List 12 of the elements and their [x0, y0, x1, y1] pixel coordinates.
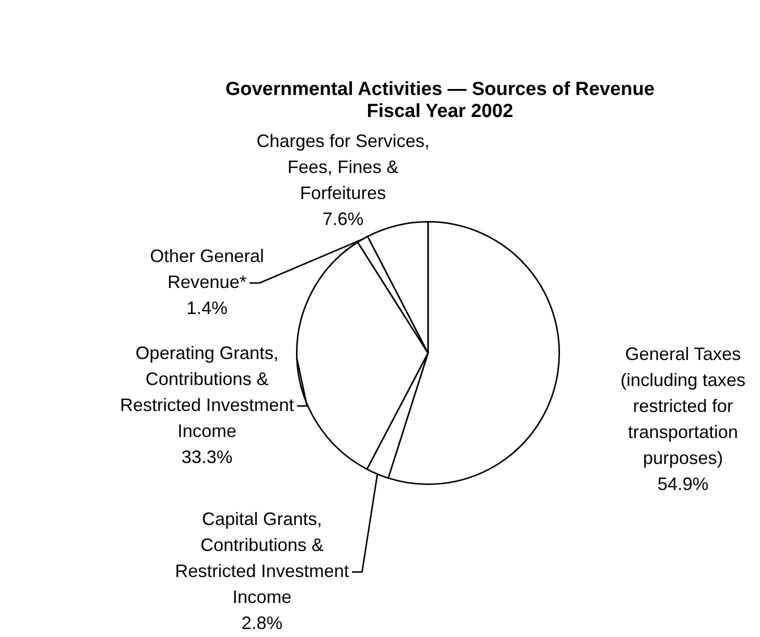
slice-label: Other General Revenue*	[150, 246, 264, 292]
data-label: 7.6%	[322, 208, 364, 229]
slice-label: Operating Grants, Contributions & Restricted Investment Income	[120, 342, 294, 441]
chart-subtitle: Fiscal Year 2002	[366, 101, 514, 123]
slice-label: General Taxes (including taxes restricted for transportation purposes)	[620, 344, 746, 468]
data-label: 1.4%	[186, 298, 228, 318]
data-label: 2.8%	[241, 612, 283, 633]
slice-label: Capital Grants, Contributions & Restricted Investment Income	[174, 508, 350, 607]
chart-title: Governmental Activities — Sources of Revenue	[224, 79, 656, 101]
data-label: 54.9%	[657, 474, 709, 494]
data-label: 33.3%	[181, 446, 233, 467]
slice-label: Charges for Services, Fees, Fines & Forfeitures	[256, 130, 430, 203]
